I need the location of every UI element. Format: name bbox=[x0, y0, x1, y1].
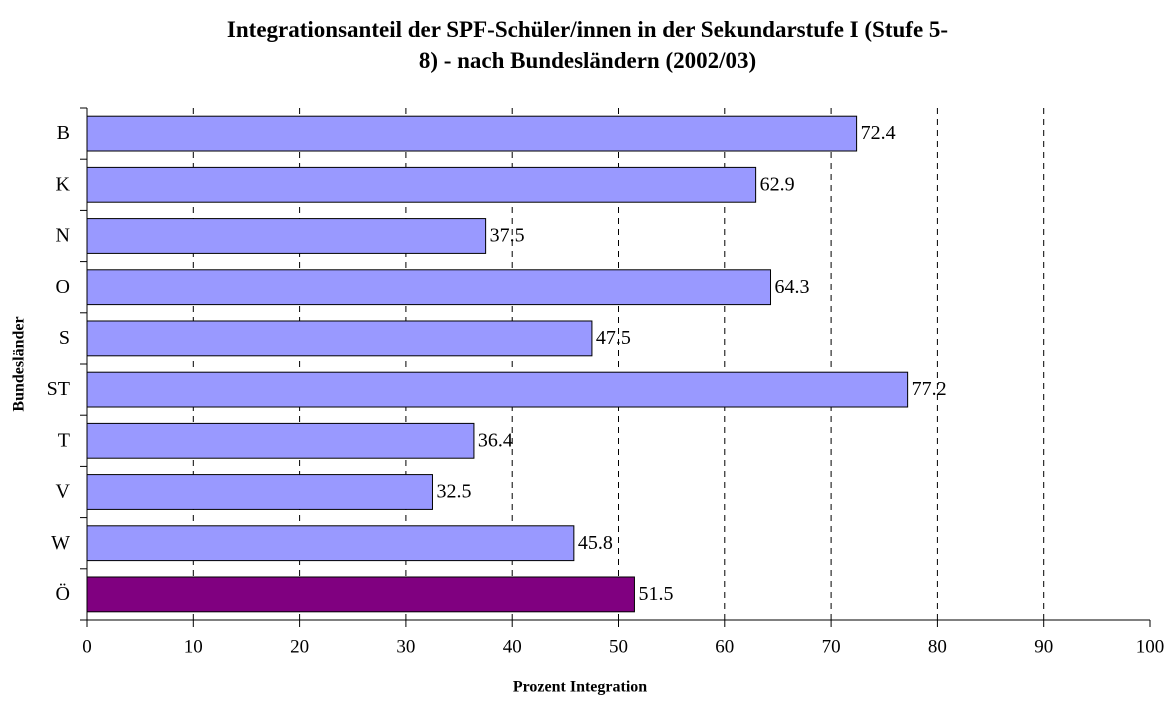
y-tick-label: K bbox=[56, 173, 71, 195]
y-tick-label: S bbox=[59, 327, 70, 349]
bar bbox=[86, 576, 635, 613]
x-tick-label: 70 bbox=[822, 636, 841, 657]
value-label: 64.3 bbox=[775, 276, 810, 298]
y-tick-label: T bbox=[58, 429, 70, 451]
bar bbox=[86, 115, 858, 152]
value-label: 51.5 bbox=[638, 583, 673, 605]
value-label: 72.4 bbox=[861, 122, 896, 144]
x-tick-label: 0 bbox=[82, 636, 92, 657]
x-tick-label: 80 bbox=[928, 636, 947, 657]
y-tick-label: B bbox=[57, 122, 70, 144]
bar bbox=[86, 474, 433, 510]
bar bbox=[86, 525, 575, 562]
bar bbox=[86, 371, 909, 408]
value-label: 45.8 bbox=[578, 532, 613, 554]
x-tick-label: 10 bbox=[184, 636, 203, 657]
y-tick-label: ST bbox=[47, 378, 70, 400]
x-tick-label: 50 bbox=[609, 636, 628, 657]
chart-title-box: Integrationsanteil der SPF-Schüler/innen… bbox=[0, 14, 1175, 76]
y-tick-label: Ö bbox=[56, 582, 70, 605]
bar bbox=[86, 422, 475, 459]
bar bbox=[86, 218, 487, 254]
value-label: 77.2 bbox=[912, 378, 947, 400]
x-tick-label: 60 bbox=[715, 636, 734, 657]
value-label: 37.5 bbox=[490, 225, 525, 247]
value-label: 62.9 bbox=[760, 173, 795, 195]
y-tick-label: V bbox=[56, 481, 71, 503]
y-tick-label: W bbox=[51, 532, 70, 554]
y-tick-label: O bbox=[56, 276, 70, 298]
x-tick-label: 90 bbox=[1034, 636, 1053, 657]
bar bbox=[86, 320, 593, 357]
value-label: 36.4 bbox=[478, 429, 513, 451]
x-tick-label: 20 bbox=[290, 636, 309, 657]
x-tick-label: 30 bbox=[396, 636, 415, 657]
y-tick-label: N bbox=[56, 225, 70, 247]
y-axis-label: Bundesländer bbox=[11, 316, 28, 411]
x-axis-label: Prozent Integration bbox=[513, 679, 647, 696]
x-tick-label: 40 bbox=[503, 636, 522, 657]
value-label: 32.5 bbox=[436, 481, 471, 503]
bar bbox=[86, 166, 757, 203]
bar bbox=[86, 269, 772, 306]
x-tick-label: 100 bbox=[1136, 636, 1165, 657]
chart-title: Integrationsanteil der SPF-Schüler/innen… bbox=[226, 17, 949, 73]
value-label: 47.5 bbox=[596, 327, 631, 349]
